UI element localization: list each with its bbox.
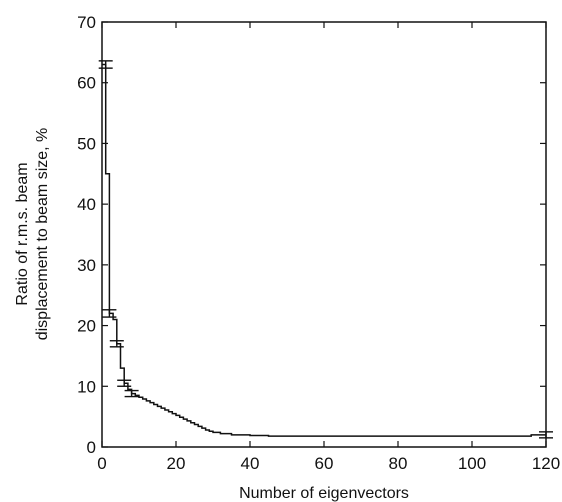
- x-tick-label: 20: [167, 454, 186, 473]
- y-tick-label: 0: [87, 438, 96, 457]
- x-tick-label: 60: [315, 454, 334, 473]
- y-tick-label: 40: [77, 195, 96, 214]
- x-tick-label: 0: [97, 454, 106, 473]
- x-tick-label: 80: [389, 454, 408, 473]
- x-tick-label: 100: [458, 454, 486, 473]
- x-axis: 0 20 40 60 80 100 120: [97, 22, 560, 473]
- y-tick-label: 50: [77, 134, 96, 153]
- y-tick-label: 60: [77, 74, 96, 93]
- x-axis-label: Number of eigenvectors: [239, 485, 409, 502]
- series-line: [102, 63, 546, 437]
- x-tick-label: 120: [532, 454, 560, 473]
- y-tick-label: 30: [77, 256, 96, 275]
- y-axis-label-line-1: Ratio of r.m.s. beam: [14, 162, 31, 305]
- y-axis: 0 10 20 30 40 50 60 70: [77, 13, 546, 457]
- plot-frame: [101, 21, 547, 448]
- y-axis-label-line-2: displacement to beam size, %: [34, 128, 51, 341]
- x-tick-label: 40: [241, 454, 260, 473]
- y-tick-label: 20: [77, 317, 96, 336]
- error-bars: [98, 60, 553, 439]
- y-tick-label: 10: [77, 377, 96, 396]
- y-tick-label: 70: [77, 13, 96, 32]
